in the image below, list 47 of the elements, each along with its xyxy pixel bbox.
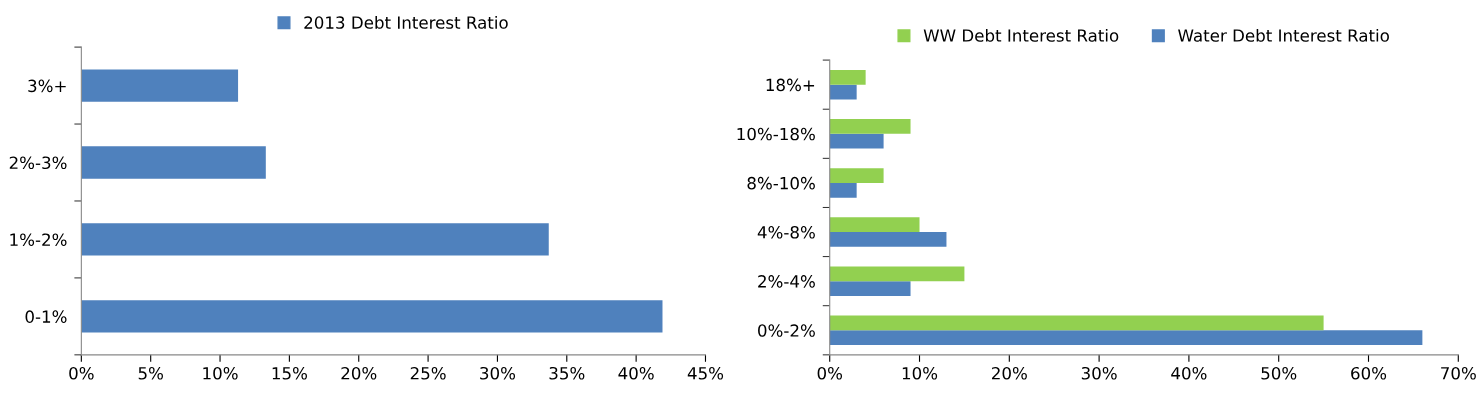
legend-label: WW Debt Interest Ratio bbox=[923, 28, 1119, 42]
legend-label: 2013 Debt Interest Ratio bbox=[304, 15, 508, 29]
x-tick-label: 5% bbox=[138, 366, 163, 380]
x-tick-label: 50% bbox=[1261, 366, 1297, 380]
x-tick-label: 70% bbox=[1441, 366, 1476, 380]
x-tick-label: 0% bbox=[69, 366, 94, 380]
bar bbox=[829, 119, 911, 134]
x-tick-label: 0% bbox=[817, 366, 843, 380]
x-tick-label: 15% bbox=[272, 366, 307, 380]
bar bbox=[829, 168, 884, 183]
bar bbox=[829, 330, 1423, 346]
y-tick-label: 10%-18% bbox=[737, 127, 815, 141]
x-tick-label: 45% bbox=[687, 366, 724, 380]
x-tick-label: 10% bbox=[902, 366, 938, 380]
y-tick-label: 4%-8% bbox=[757, 225, 815, 239]
x-tick-label: 20% bbox=[341, 366, 377, 380]
legend-label: Water Debt Interest Ratio bbox=[1178, 28, 1389, 42]
bar bbox=[829, 281, 911, 296]
bar bbox=[81, 69, 239, 102]
x-tick-label: 35% bbox=[549, 366, 585, 380]
y-tick-label: 2%-3% bbox=[9, 156, 67, 170]
bar bbox=[81, 146, 266, 179]
x-tick-label: 30% bbox=[480, 366, 516, 380]
bar bbox=[829, 69, 866, 85]
x-tick-label: 25% bbox=[410, 366, 446, 380]
bar bbox=[829, 266, 965, 282]
x-tick-label: 40% bbox=[1171, 366, 1207, 380]
y-tick-label: 18%+ bbox=[766, 78, 815, 92]
y-tick-label: 1%-2% bbox=[10, 233, 67, 247]
y-tick-label: 3%+ bbox=[28, 79, 66, 93]
bar bbox=[829, 84, 857, 100]
bar bbox=[829, 133, 884, 149]
y-tick-label: 2%-4% bbox=[758, 275, 815, 288]
x-tick-label: 40% bbox=[618, 366, 654, 380]
bar bbox=[829, 315, 1324, 331]
y-tick-label: 8%-10% bbox=[747, 176, 815, 190]
x-tick-label: 60% bbox=[1351, 366, 1387, 380]
x-tick-label: 10% bbox=[203, 366, 238, 380]
bar bbox=[81, 300, 663, 333]
y-tick-label: 0-1% bbox=[25, 310, 67, 323]
x-tick-label: 30% bbox=[1081, 366, 1117, 380]
x-tick-label: 20% bbox=[992, 366, 1027, 380]
bar bbox=[829, 217, 920, 233]
y-tick-label: 0%-2% bbox=[758, 324, 815, 337]
bar bbox=[81, 223, 549, 256]
bar bbox=[829, 182, 857, 198]
bar bbox=[829, 232, 947, 247]
